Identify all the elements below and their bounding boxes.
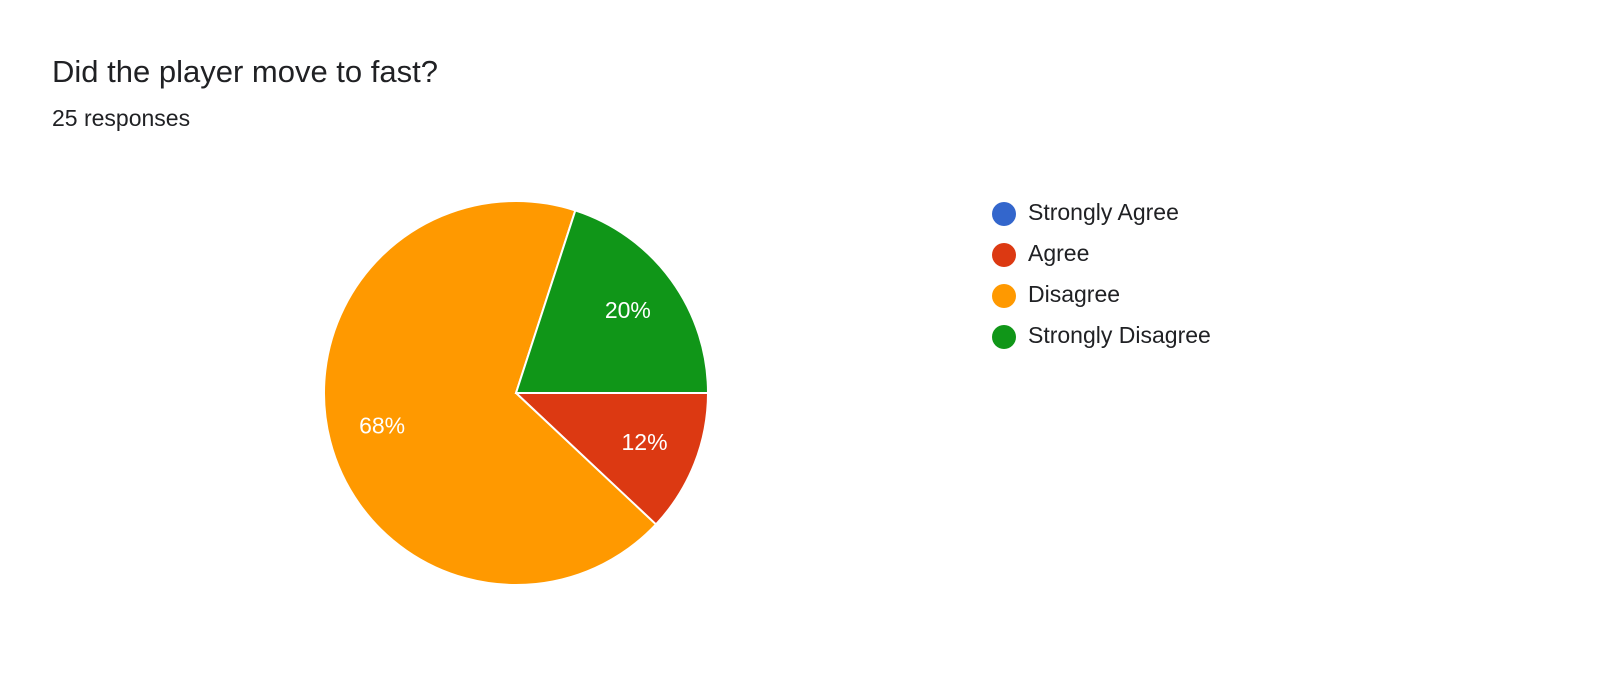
legend-label: Strongly Disagree xyxy=(1028,322,1211,348)
data-label: 12% xyxy=(622,429,668,455)
pie-slice xyxy=(514,209,710,394)
data-label: 68% xyxy=(359,412,405,438)
legend-label: Disagree xyxy=(1028,281,1120,307)
legend-marker xyxy=(992,284,1016,308)
legend-label: Strongly Agree xyxy=(1028,199,1179,225)
data-label: 20% xyxy=(605,297,651,323)
chart-title: Did the player move to fast? xyxy=(52,54,438,89)
legend-marker xyxy=(992,243,1016,267)
legend-marker xyxy=(992,325,1016,349)
legend-label: Agree xyxy=(1028,240,1089,266)
pie-slice xyxy=(513,392,710,526)
chart-subtitle: 25 responses xyxy=(52,105,190,131)
legend-marker xyxy=(992,202,1016,226)
pie-slice xyxy=(323,200,658,586)
